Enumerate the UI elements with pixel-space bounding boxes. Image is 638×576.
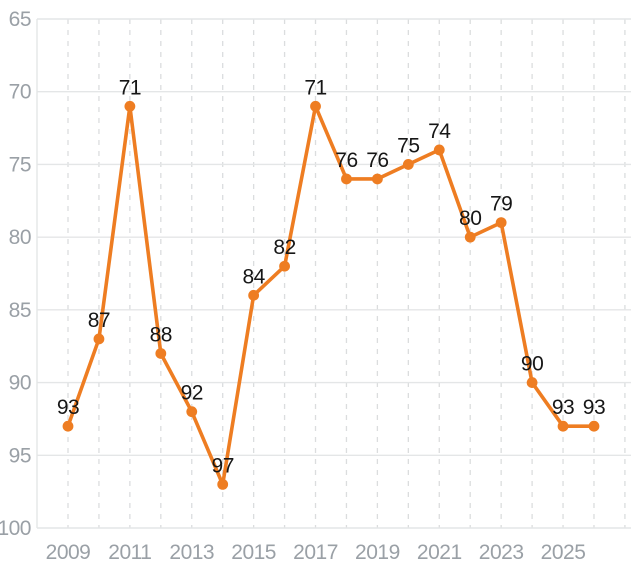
data-point-marker xyxy=(433,144,445,156)
x-axis-tick-label: 2013 xyxy=(169,541,214,564)
data-point-label: 71 xyxy=(304,76,326,99)
data-point-label: 93 xyxy=(57,396,79,419)
data-point-label: 97 xyxy=(212,454,234,477)
data-point-marker xyxy=(464,231,476,243)
y-axis-tick-label: 100 xyxy=(0,517,31,540)
data-point-marker xyxy=(372,173,383,185)
data-point-label: 75 xyxy=(397,134,419,157)
data-point-label: 92 xyxy=(181,382,203,405)
data-point-marker xyxy=(495,217,507,229)
y-axis-tick-label: 90 xyxy=(9,372,31,395)
data-point-marker xyxy=(341,173,352,185)
trend-line xyxy=(66,104,596,487)
data-point-label: 93 xyxy=(552,396,574,419)
data-point-label: 76 xyxy=(366,149,388,172)
data-point-marker xyxy=(557,420,569,432)
data-point-marker xyxy=(588,420,600,432)
x-axis-tick-label: 2015 xyxy=(231,541,276,564)
x-axis-tick-label: 2023 xyxy=(479,541,524,564)
data-point-marker xyxy=(402,159,414,170)
data-point-label: 87 xyxy=(88,309,110,332)
data-point-label: 80 xyxy=(459,207,481,230)
data-point-label: 71 xyxy=(119,76,141,99)
y-axis-tick-label: 95 xyxy=(9,444,31,467)
data-point-label: 93 xyxy=(583,396,605,419)
data-point-marker xyxy=(62,420,74,432)
data-point-marker xyxy=(155,348,167,359)
x-axis-tick-label: 2019 xyxy=(355,541,400,564)
data-point-marker xyxy=(279,260,290,272)
y-axis-tick-label: 65 xyxy=(9,8,31,31)
y-axis-tick-label: 85 xyxy=(9,299,31,322)
x-axis-tick-label: 2011 xyxy=(108,541,151,564)
data-point-label: 84 xyxy=(242,265,265,288)
data-point-marker xyxy=(217,478,229,490)
data-point-marker xyxy=(93,333,105,345)
data-point-marker xyxy=(310,100,321,112)
data-point-marker xyxy=(248,289,260,301)
data-point-label: 90 xyxy=(521,353,543,376)
data-point-label: 88 xyxy=(150,323,172,346)
data-point-label: 76 xyxy=(335,149,357,172)
y-axis-tick-label: 80 xyxy=(9,226,31,249)
x-axis-tick-label: 2021 xyxy=(417,541,462,564)
data-point-marker xyxy=(124,100,136,112)
data-point-marker xyxy=(186,406,198,418)
y-axis-tick-label: 75 xyxy=(9,153,31,176)
x-axis-tick-label: 2009 xyxy=(46,541,91,564)
data-point-marker xyxy=(526,377,538,388)
x-axis-tick-label: 2025 xyxy=(541,541,586,564)
data-point-label: 82 xyxy=(273,236,295,259)
data-point-label: 74 xyxy=(428,120,451,143)
data-point-label: 79 xyxy=(490,193,512,216)
x-axis-tick-label: 2017 xyxy=(293,541,338,564)
y-axis-tick-label: 70 xyxy=(9,81,31,104)
